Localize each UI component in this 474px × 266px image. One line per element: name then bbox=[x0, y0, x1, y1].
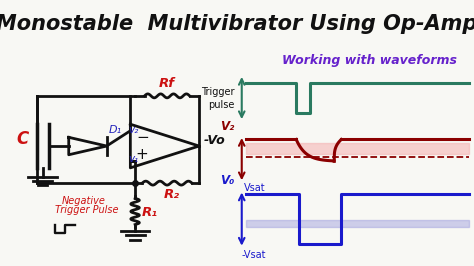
Text: D₁: D₁ bbox=[109, 125, 122, 135]
Text: Monostable  Multivibrator Using Op-Amp: Monostable Multivibrator Using Op-Amp bbox=[0, 14, 474, 34]
Text: v₂: v₂ bbox=[128, 124, 138, 135]
Text: -Vsat: -Vsat bbox=[242, 250, 266, 260]
Bar bbox=[246, 143, 469, 154]
Bar bbox=[246, 219, 469, 227]
Text: R₁: R₁ bbox=[142, 206, 158, 219]
Text: Trigger Pulse: Trigger Pulse bbox=[55, 205, 118, 215]
Text: Negative: Negative bbox=[62, 196, 106, 206]
Text: v₁: v₁ bbox=[128, 154, 138, 164]
Text: −: − bbox=[136, 130, 149, 145]
Text: +: + bbox=[135, 147, 148, 162]
Text: R₂: R₂ bbox=[164, 188, 180, 201]
Text: V₀: V₀ bbox=[220, 174, 235, 188]
Text: Working with waveforms: Working with waveforms bbox=[282, 55, 457, 67]
Text: -Vo: -Vo bbox=[204, 134, 226, 147]
Text: V₂: V₂ bbox=[220, 120, 235, 133]
Text: Rf: Rf bbox=[159, 77, 175, 90]
Text: pulse: pulse bbox=[208, 99, 235, 110]
Text: C: C bbox=[17, 130, 29, 148]
Text: Vsat: Vsat bbox=[244, 183, 266, 193]
Text: Trigger: Trigger bbox=[201, 86, 235, 97]
